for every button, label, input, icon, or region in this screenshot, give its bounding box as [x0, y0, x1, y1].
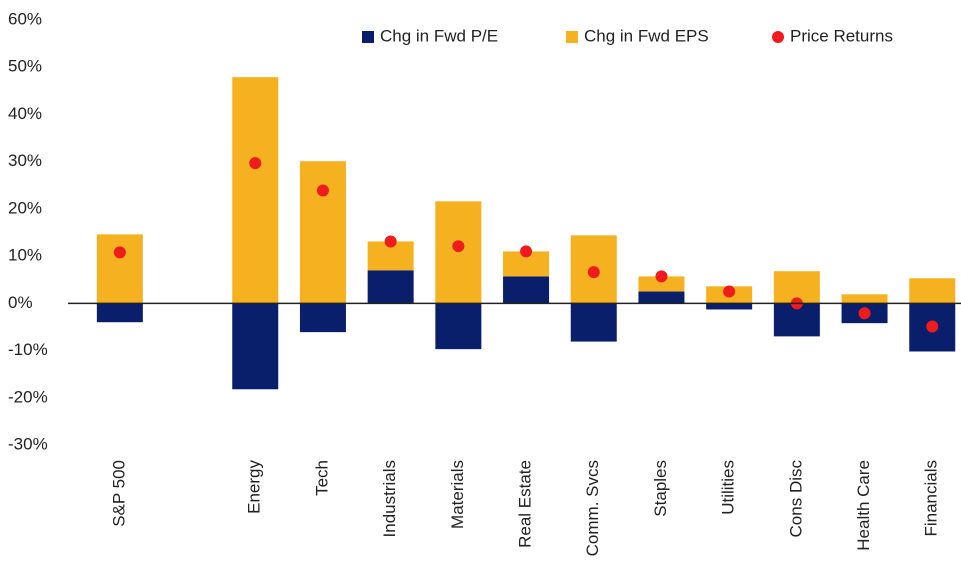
- y-tick-label: -30%: [8, 434, 48, 453]
- x-tick-label: S&P 500: [109, 460, 128, 527]
- bar-segment: [367, 270, 414, 304]
- y-tick-label: 60%: [8, 9, 42, 28]
- price-dot: [655, 270, 668, 283]
- bar-segment: [909, 278, 956, 304]
- legend-swatch: [566, 31, 578, 43]
- legend-swatch: [772, 31, 784, 43]
- bar-segment: [232, 77, 279, 304]
- bar-segment: [570, 303, 617, 342]
- bar-segment: [638, 276, 685, 292]
- x-tick-label: Real Estate: [516, 460, 535, 548]
- price-dot: [384, 235, 397, 248]
- price-dot: [858, 307, 871, 320]
- x-tick-label: Tech: [312, 460, 331, 496]
- price-dot: [316, 184, 329, 197]
- x-tick-label: Staples: [651, 460, 670, 517]
- x-tick-label: Financials: [922, 460, 941, 537]
- bar-segment: [299, 303, 346, 333]
- x-tick-label: Cons Disc: [786, 460, 805, 538]
- legend-label: Price Returns: [790, 26, 893, 45]
- price-dot: [452, 240, 465, 253]
- bar-segment: [96, 234, 143, 304]
- bar-segment: [841, 294, 888, 304]
- y-tick-label: -10%: [8, 340, 48, 359]
- y-tick-label: 0%: [8, 293, 33, 312]
- x-tick-label: Health Care: [854, 460, 873, 551]
- price-dot: [249, 157, 262, 170]
- bar-segment: [503, 276, 550, 304]
- y-tick-label: 30%: [8, 151, 42, 170]
- price-dot: [723, 285, 736, 298]
- x-tick-label: Comm. Svcs: [583, 460, 602, 556]
- y-tick-label: 50%: [8, 57, 42, 76]
- y-tick-label: -20%: [8, 387, 48, 406]
- bar-segment: [232, 303, 279, 390]
- bar-segment: [299, 161, 346, 304]
- x-tick-label: Energy: [245, 460, 264, 514]
- x-tick-label: Materials: [448, 460, 467, 529]
- legend-swatch: [362, 31, 374, 43]
- legend-label: Chg in Fwd P/E: [380, 26, 498, 45]
- y-tick-label: 10%: [8, 246, 42, 265]
- bar-segment: [706, 303, 753, 310]
- price-dot: [587, 266, 600, 279]
- bar-segment: [96, 303, 143, 323]
- price-dot: [520, 245, 533, 258]
- bar-segment: [638, 291, 685, 304]
- bar-segment: [435, 303, 482, 350]
- x-tick-label: Utilities: [719, 460, 738, 515]
- y-tick-label: 40%: [8, 104, 42, 123]
- price-dot: [113, 246, 126, 259]
- x-tick-label: Industrials: [380, 460, 399, 537]
- legend-label: Chg in Fwd EPS: [584, 26, 709, 45]
- price-dot: [926, 320, 939, 333]
- y-tick-label: 20%: [8, 198, 42, 217]
- bar-segment: [435, 201, 482, 304]
